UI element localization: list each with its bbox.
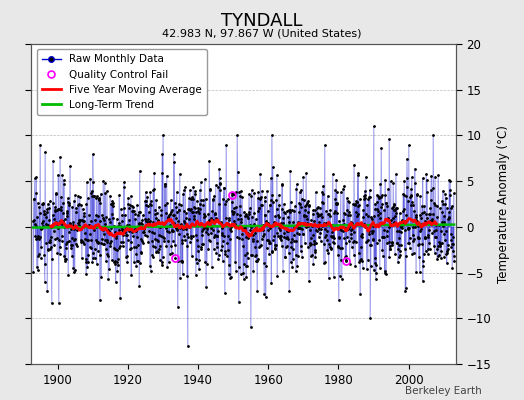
Text: 42.983 N, 97.867 W (United States): 42.983 N, 97.867 W (United States) [162,28,362,38]
Text: TYNDALL: TYNDALL [221,12,303,30]
Text: Berkeley Earth: Berkeley Earth [406,386,482,396]
Y-axis label: Temperature Anomaly (°C): Temperature Anomaly (°C) [497,125,510,283]
Legend: Raw Monthly Data, Quality Control Fail, Five Year Moving Average, Long-Term Tren: Raw Monthly Data, Quality Control Fail, … [37,49,207,115]
